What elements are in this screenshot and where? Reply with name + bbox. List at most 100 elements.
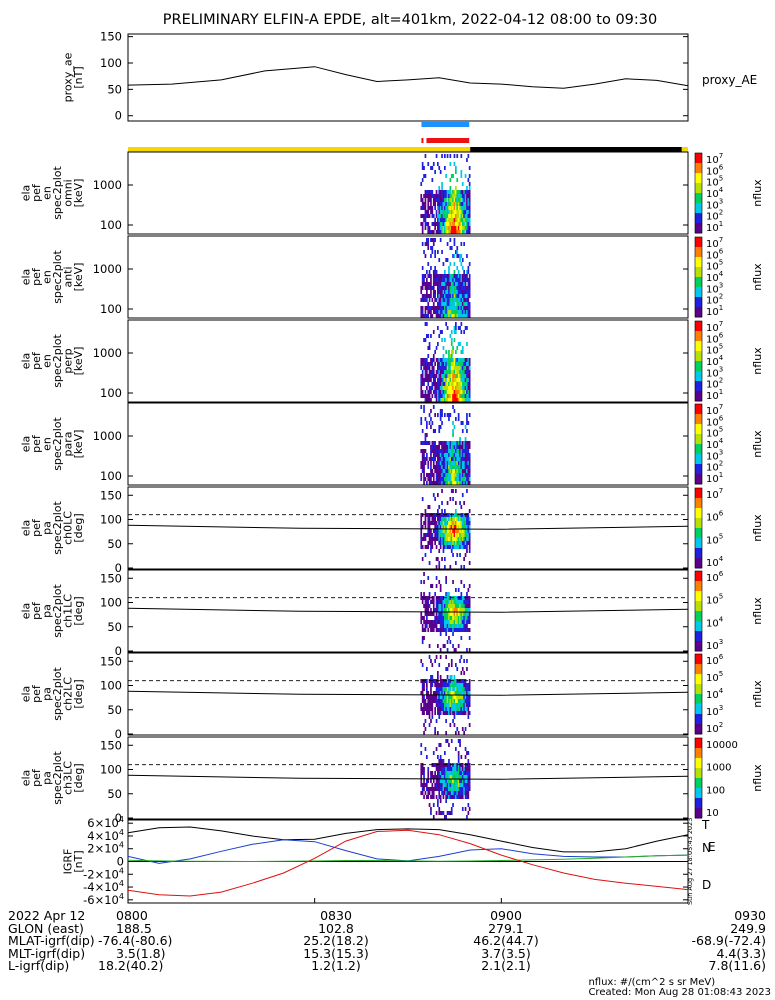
spectrogram-cell <box>438 198 441 202</box>
spectrogram-cell <box>437 286 439 290</box>
spectrogram-cell <box>445 525 447 529</box>
spectrogram-cell <box>421 382 424 386</box>
spectrogram-cell <box>449 545 452 549</box>
spectrogram-cell <box>445 322 447 326</box>
spectrogram-cell <box>441 791 443 795</box>
spectrogram-cell <box>445 477 447 481</box>
spectrogram-cell <box>421 370 424 374</box>
spectrogram-cell <box>468 775 471 779</box>
spectrogram-cell <box>453 386 456 390</box>
spectrogram-cell <box>464 477 467 481</box>
spectrogram-cell <box>452 545 454 549</box>
spectrogram-cell <box>463 194 465 198</box>
spectrogram-cell <box>421 214 424 218</box>
spectrogram-cell <box>448 783 450 787</box>
spectrogram-cell <box>461 771 464 775</box>
spectrogram-cell <box>432 270 435 274</box>
spectrogram-cell <box>426 242 428 246</box>
spectrogram-cell <box>449 186 452 190</box>
spectrogram-cell <box>467 210 470 214</box>
spectrogram-cell <box>459 258 461 262</box>
spectrogram-cell <box>444 362 446 366</box>
spectrogram-cell <box>452 210 454 214</box>
spectrogram-cell <box>434 382 436 386</box>
spectrogram-cell <box>446 326 449 330</box>
spectrogram-cell <box>468 509 471 513</box>
spectrogram-cell <box>449 628 452 632</box>
spectrogram-cell <box>432 441 435 445</box>
spectrogram-cell <box>426 386 428 390</box>
spectrogram-cell <box>434 449 436 453</box>
spectrogram-cell <box>452 791 454 795</box>
spectrogram-cell <box>453 715 456 719</box>
spectrogram-cell <box>461 541 464 545</box>
y-tick-label: 4×104 <box>87 828 124 843</box>
spectrogram-cell <box>463 366 465 370</box>
spectrogram-cell <box>461 807 464 811</box>
spectrogram-cell <box>430 659 432 663</box>
spectrogram-cell <box>464 218 467 222</box>
spectrogram-cell <box>466 707 468 711</box>
spectrogram-cell <box>452 628 454 632</box>
igrf-D-line <box>127 829 689 897</box>
spectrogram-cell <box>439 358 442 362</box>
spectrogram-cell <box>448 767 450 771</box>
spectrogram-cell <box>467 310 470 314</box>
spectrogram-cell <box>445 711 447 715</box>
spectrogram-cell <box>441 338 443 342</box>
spectrogram-cell <box>448 194 450 198</box>
spectrogram-cell <box>423 707 425 711</box>
spectrogram-cell <box>461 206 464 210</box>
spectrogram-cell <box>453 445 456 449</box>
spectrogram-cell <box>431 469 434 473</box>
spectrogram-cell <box>452 230 454 234</box>
spectrogram-cell <box>420 449 423 453</box>
spectrogram-cell <box>457 449 460 453</box>
spectrogram-cell <box>455 294 457 298</box>
spectrogram-cell <box>460 453 463 457</box>
spectrogram-cell <box>464 310 467 314</box>
spectrogram-cell <box>427 596 430 600</box>
spectrogram-cell <box>461 703 464 707</box>
spectrogram-cell <box>431 370 434 374</box>
spectrogram-cell <box>445 719 447 723</box>
spectrogram-cell <box>446 382 449 386</box>
spectrogram-cell <box>459 298 461 302</box>
spectrogram-cell <box>449 334 452 338</box>
spectrogram-cell <box>446 640 449 644</box>
ylabel-line: [keV] <box>72 263 85 292</box>
spectrogram-cell <box>466 703 468 707</box>
spectrogram-cell <box>439 632 442 636</box>
spectrogram-cell <box>453 537 456 541</box>
spectrogram-cell <box>467 378 470 382</box>
spectrogram-cell <box>460 596 463 600</box>
spectrogram-cell <box>435 719 438 723</box>
spectrogram-cell <box>466 362 468 366</box>
spectrogram-cell <box>461 226 464 230</box>
spectrogram-cell <box>435 230 438 234</box>
spectrogram-cell <box>467 604 470 608</box>
spectrogram-cell <box>457 294 460 298</box>
spectrogram-cell <box>468 636 471 640</box>
spectrogram-cell <box>463 270 465 274</box>
spectrogram-cell <box>464 624 467 628</box>
spectrogram-cell <box>434 616 436 620</box>
spectrogram-cell <box>467 370 470 374</box>
spectrogram-cell <box>468 366 471 370</box>
spectrogram-cell <box>468 703 471 707</box>
spectrogram-cell <box>457 370 460 374</box>
spectrogram-cell <box>442 707 445 711</box>
spectrogram-cell <box>450 286 453 290</box>
spectrogram-cell <box>463 477 465 481</box>
spectrogram-cell <box>453 525 456 529</box>
spectrogram-cell <box>439 210 442 214</box>
row-value: 18.2(40.2) <box>98 958 164 973</box>
spectrogram-cell <box>448 481 450 485</box>
spectrogram-cell <box>426 306 428 310</box>
spectrogram-cell <box>434 783 436 787</box>
spectrogram-cell <box>439 604 442 608</box>
spectrogram-cell <box>460 592 463 596</box>
spectrogram-cell <box>432 330 435 334</box>
spectrogram-cell <box>464 294 467 298</box>
spectrogram-cell <box>468 457 471 461</box>
